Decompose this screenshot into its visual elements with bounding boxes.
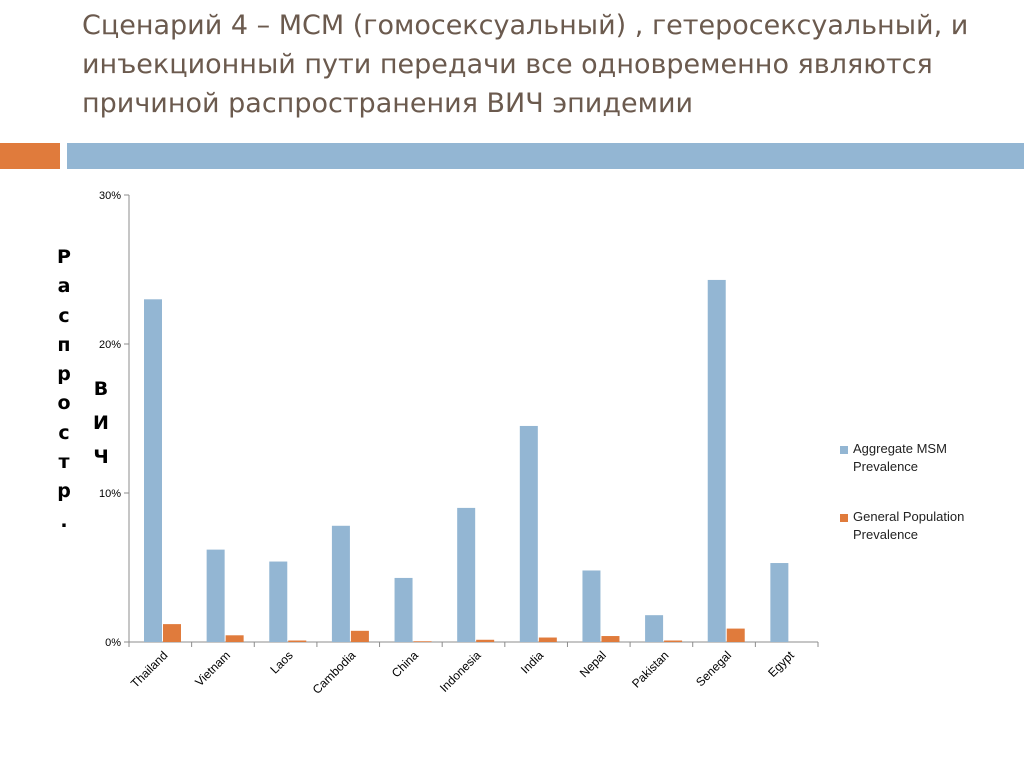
- bar-msm: [645, 615, 664, 642]
- x-tick-label: China: [389, 648, 421, 680]
- x-tick-label: Vietnam: [192, 648, 233, 689]
- legend-label-general: General Population Prevalence: [853, 509, 965, 542]
- accent-bar-orange: [0, 143, 60, 169]
- bar-msm: [707, 279, 726, 642]
- bar-general: [413, 641, 432, 642]
- accent-bar-blue: [67, 143, 1024, 169]
- bar-msm: [394, 577, 413, 642]
- bar-msm: [457, 507, 476, 642]
- legend-swatch-general: [840, 514, 848, 522]
- slide-title: Сценарий 4 – МСМ (гомосексуальный) , гет…: [82, 6, 1002, 123]
- y-tick-label: 0%: [105, 637, 121, 649]
- x-tick-label: Egypt: [765, 648, 797, 680]
- bar-msm: [770, 563, 789, 642]
- bar-msm: [582, 570, 601, 642]
- legend-entry-general: General Population Prevalence: [840, 508, 993, 544]
- legend-entry-msm: Aggregate MSM Prevalence: [840, 440, 993, 476]
- title-line-1: Сценарий 4 – МСМ (гомосексуальный) , гет…: [82, 10, 969, 41]
- bar-msm: [519, 425, 538, 642]
- bar-msm: [269, 561, 288, 642]
- x-tick-label: India: [518, 648, 547, 677]
- bar-general: [225, 635, 244, 642]
- bar-general: [350, 630, 369, 642]
- title-line-3: причиной распространения ВИЧ эпидемии: [82, 88, 694, 119]
- bar-general: [601, 636, 620, 642]
- x-tick-label: Laos: [267, 648, 295, 676]
- title-line-2: инъекционный пути передачи все одновреме…: [82, 49, 933, 80]
- y-tick-label: 10%: [99, 488, 121, 500]
- bar-general: [476, 639, 495, 642]
- bar-general: [288, 640, 307, 642]
- bar-general: [664, 640, 683, 642]
- x-tick-label: Senegal: [693, 648, 734, 689]
- bar-general: [726, 628, 745, 642]
- bar-general: [538, 637, 557, 642]
- legend-label-msm: Aggregate MSM Prevalence: [853, 441, 947, 474]
- bar-general: [163, 624, 181, 642]
- x-tick-label: Thailand: [128, 648, 170, 690]
- bar-msm: [206, 549, 225, 642]
- bar-msm: [331, 525, 350, 642]
- bar-msm: [144, 299, 162, 642]
- legend-swatch-msm: [840, 446, 848, 454]
- x-tick-label: Nepal: [577, 648, 609, 680]
- y-tick-label: 20%: [99, 339, 121, 351]
- x-tick-label: Cambodia: [310, 648, 359, 697]
- y-tick-label: 30%: [99, 190, 121, 202]
- x-tick-label: Pakistan: [629, 648, 671, 690]
- x-tick-label: Indonesia: [437, 648, 484, 695]
